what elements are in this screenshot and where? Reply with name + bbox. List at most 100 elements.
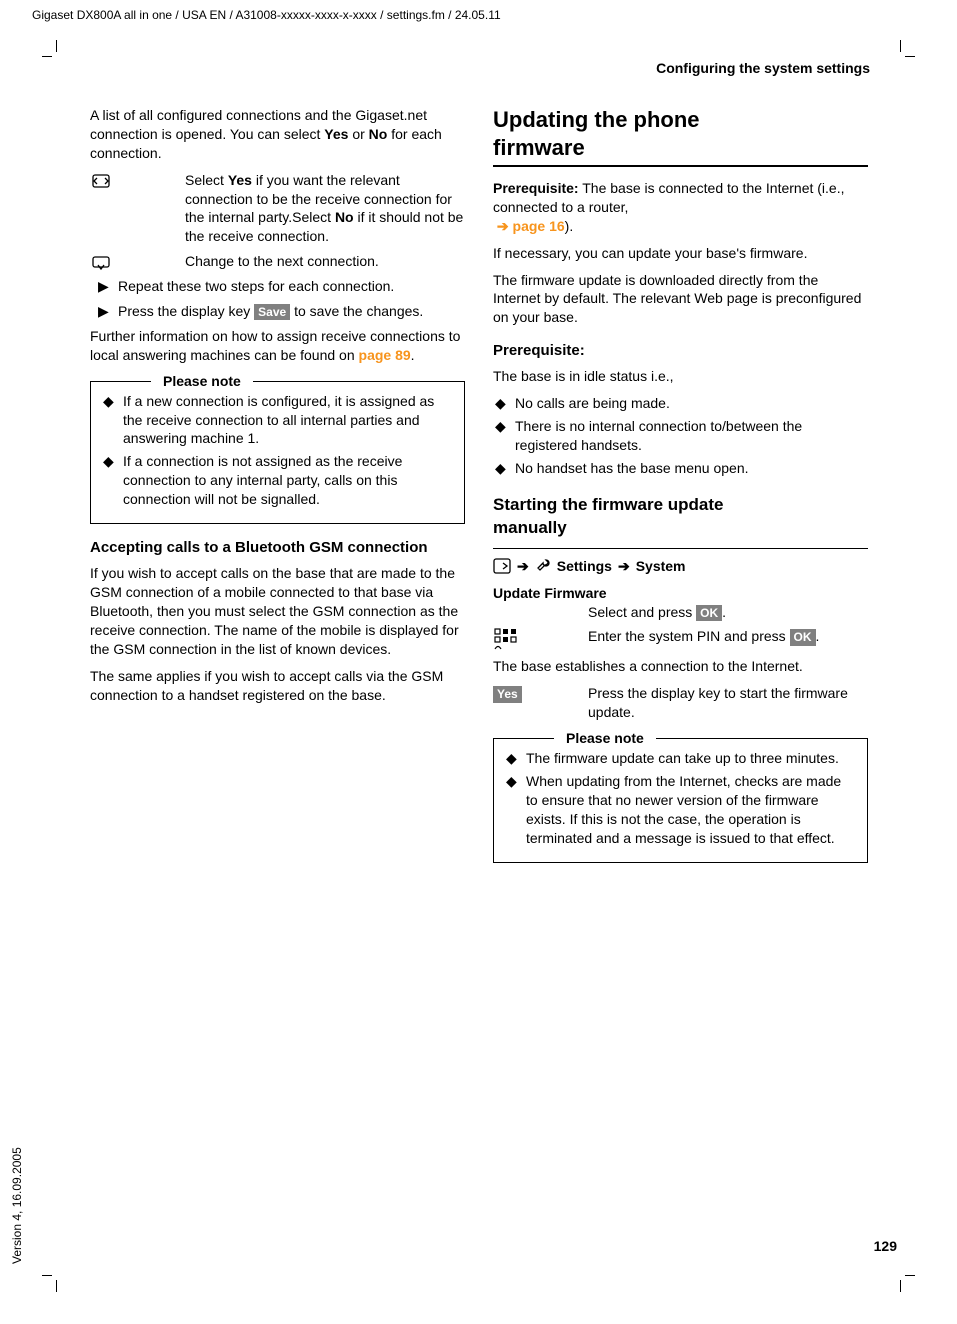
text: Select and press bbox=[588, 604, 696, 620]
crop-mark bbox=[900, 1280, 901, 1292]
heading-3: Accepting calls to a Bluetooth GSM conne… bbox=[90, 538, 465, 558]
text-bold: Yes bbox=[324, 126, 348, 142]
bullet-text: If a new connection is configured, it is… bbox=[123, 392, 448, 449]
para: Further information on how to assign rec… bbox=[90, 327, 465, 365]
bullet-text: The firmware update can take up to three… bbox=[526, 749, 851, 768]
icon-text: Change to the next connection. bbox=[185, 252, 465, 271]
text: . bbox=[411, 347, 415, 363]
wrench-icon bbox=[535, 558, 551, 574]
link-arrow-icon: ➔ bbox=[493, 218, 513, 234]
para: If you wish to accept calls on the base … bbox=[90, 564, 465, 658]
para: The same applies if you wish to accept c… bbox=[90, 667, 465, 705]
running-header: Configuring the system settings bbox=[90, 60, 880, 76]
bullet-row: ◆ No calls are being made. bbox=[493, 394, 868, 413]
def-spacer bbox=[493, 603, 588, 622]
text: manually bbox=[493, 518, 567, 537]
note-box: Please note ◆ The firmware update can ta… bbox=[493, 738, 868, 862]
icon-row: Select Yes if you want the relevant conn… bbox=[90, 171, 465, 247]
heading-1: Updating the phone firmware bbox=[493, 106, 868, 161]
arrow-icon: ➔ bbox=[517, 557, 529, 576]
ok-key-badge: OK bbox=[790, 629, 816, 645]
bullet-row: ◆ The firmware update can take up to thr… bbox=[504, 749, 851, 768]
icon-row: Change to the next connection. bbox=[90, 252, 465, 271]
bullet-text: No handset has the base menu open. bbox=[515, 459, 868, 478]
text-bold: No bbox=[335, 209, 354, 225]
heading-3: Prerequisite: bbox=[493, 341, 868, 361]
nav-path: ➔ Settings ➔ System bbox=[493, 557, 868, 576]
def-text: Press the display key to start the firmw… bbox=[588, 684, 868, 722]
para: The base is in idle status i.e., bbox=[493, 367, 868, 386]
menu-item: Update Firmware bbox=[493, 584, 868, 603]
def-text: Enter the system PIN and press OK. bbox=[588, 627, 868, 651]
ok-key-badge: OK bbox=[696, 605, 722, 621]
step-row: ▶ Press the display key Save to save the… bbox=[90, 302, 465, 321]
para: If necessary, you can update your base's… bbox=[493, 244, 868, 263]
bullet-icon: ◆ bbox=[493, 417, 515, 455]
para-intro: A list of all configured connections and… bbox=[90, 106, 465, 163]
text: Enter the system PIN and press bbox=[588, 628, 790, 644]
bullet-row: ◆ There is no internal connection to/bet… bbox=[493, 417, 868, 455]
bullet-icon: ◆ bbox=[504, 772, 526, 848]
menu-key-icon bbox=[493, 558, 511, 574]
text: Press the display key bbox=[118, 303, 254, 319]
note-title: Please note bbox=[554, 729, 656, 748]
nav-label: System bbox=[636, 557, 686, 576]
def-row: Enter the system PIN and press OK. bbox=[493, 627, 868, 651]
text: ). bbox=[565, 218, 574, 234]
text-bold: Prerequisite: bbox=[493, 180, 579, 196]
crop-mark bbox=[56, 40, 57, 52]
bullet-text: When updating from the Internet, checks … bbox=[526, 772, 851, 848]
crop-mark bbox=[42, 56, 52, 57]
bullet-icon: ◆ bbox=[504, 749, 526, 768]
nav-label: Settings bbox=[557, 557, 612, 576]
arrow-icon: ➔ bbox=[618, 557, 630, 576]
crop-mark bbox=[56, 1280, 57, 1292]
bullet-row: ◆ When updating from the Internet, check… bbox=[504, 772, 851, 848]
heading-rule bbox=[493, 548, 868, 549]
text: Starting the firmware update bbox=[493, 495, 723, 514]
text: to save the changes. bbox=[290, 303, 423, 319]
crop-mark bbox=[905, 56, 915, 57]
keypad-icon bbox=[493, 627, 588, 651]
page-link[interactable]: page 89 bbox=[359, 347, 411, 363]
para: The base establishes a connection to the… bbox=[493, 657, 868, 676]
crop-mark bbox=[900, 40, 901, 52]
bullet-icon: ◆ bbox=[493, 394, 515, 413]
para: The firmware update is downloaded direct… bbox=[493, 271, 868, 328]
display-key-badge: Save bbox=[254, 304, 290, 320]
bullet-text: If a connection is not assigned as the r… bbox=[123, 452, 448, 509]
bullet-icon: ◆ bbox=[101, 452, 123, 509]
text: firmware bbox=[493, 135, 585, 160]
note-box: Please note ◆ If a new connection is con… bbox=[90, 381, 465, 524]
right-column: Updating the phone firmware Prerequisite… bbox=[493, 106, 868, 877]
def-row: Yes Press the display key to start the f… bbox=[493, 684, 868, 722]
bullet-text: There is no internal connection to/betwe… bbox=[515, 417, 868, 455]
text-bold: Update Firmware bbox=[493, 585, 607, 601]
page-link[interactable]: page 16 bbox=[513, 218, 565, 234]
bullet-row: ◆ No handset has the base menu open. bbox=[493, 459, 868, 478]
heading-2: Starting the firmware update manually bbox=[493, 494, 868, 540]
down-key-icon bbox=[90, 252, 185, 271]
left-right-key-icon bbox=[90, 171, 185, 247]
yes-key: Yes bbox=[493, 684, 588, 722]
page-body: Configuring the system settings A list o… bbox=[90, 60, 880, 877]
bullet-icon: ◆ bbox=[493, 459, 515, 478]
step-text: Repeat these two steps for each connecti… bbox=[118, 277, 465, 296]
text: . bbox=[722, 604, 726, 620]
crop-mark bbox=[905, 1275, 915, 1276]
bullet-text: No calls are being made. bbox=[515, 394, 868, 413]
bullet-row: ◆ If a connection is not assigned as the… bbox=[101, 452, 448, 509]
para: Prerequisite: The base is connected to t… bbox=[493, 179, 868, 236]
text: Updating the phone bbox=[493, 107, 700, 132]
text: . bbox=[816, 628, 820, 644]
footer-vertical: Version 4, 16.09.2005 bbox=[10, 1147, 24, 1264]
text-bold: Yes bbox=[228, 172, 252, 188]
text: Select bbox=[185, 172, 228, 188]
display-key-badge: Yes bbox=[493, 686, 522, 702]
icon-text: Select Yes if you want the relevant conn… bbox=[185, 171, 465, 247]
step-marker-icon: ▶ bbox=[98, 277, 118, 296]
bullet-icon: ◆ bbox=[101, 392, 123, 449]
text-bold: No bbox=[369, 126, 388, 142]
step-row: ▶ Repeat these two steps for each connec… bbox=[90, 277, 465, 296]
bullet-row: ◆ If a new connection is configured, it … bbox=[101, 392, 448, 449]
